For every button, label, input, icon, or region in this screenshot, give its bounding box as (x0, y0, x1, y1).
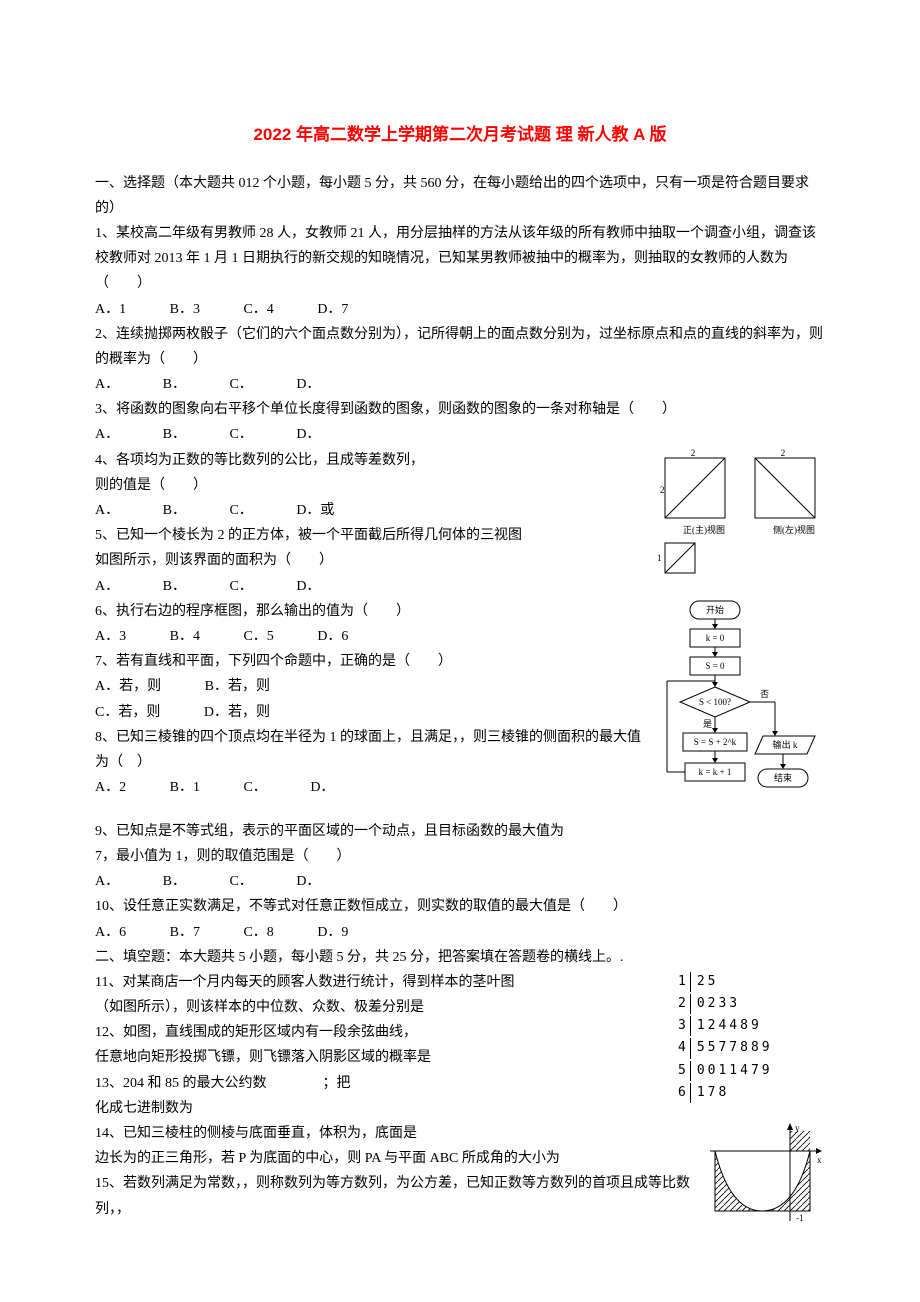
sl-leaf-6: 178 (693, 1083, 774, 1103)
q8-opt-b: B．1 (170, 775, 200, 800)
sl-stem-3: 3 (677, 1016, 691, 1036)
q6-opt-b: B．4 (170, 624, 200, 649)
q3-opt-b: B． (163, 422, 186, 447)
question-9: 9、已知点是不等式组，表示的平面区域的一个动点，且目标函数的最大值为 (95, 819, 825, 844)
q8-opt-c: C． (243, 775, 266, 800)
q2-opt-d: D． (296, 372, 320, 397)
cosine-region-figure: y x -1 (700, 1121, 825, 1231)
fc-out: 输出 k (773, 739, 798, 750)
q5-opt-a: A． (95, 574, 119, 599)
q1-opt-a: A．1 (95, 297, 126, 322)
fc-body: S = S + 2^k (694, 737, 737, 747)
sl-leaf-3: 124489 (693, 1016, 774, 1036)
q6-opt-d: D．6 (317, 624, 348, 649)
sl-stem-4: 4 (677, 1038, 691, 1058)
q9-opt-a: A． (95, 869, 119, 894)
fc-inc: k = k + 1 (699, 767, 732, 777)
q1-opt-c: C．4 (243, 297, 273, 322)
q2-opt-a: A． (95, 372, 119, 397)
q7-opt-d: D．若，则 (204, 700, 270, 725)
q9-opt-d: D． (296, 869, 320, 894)
question-9-cont: 7，最小值为 1，则的取值范围是（ ） (95, 844, 825, 869)
q9-options: A． B． C． D． (95, 869, 825, 894)
fc-s0: S = 0 (705, 661, 725, 671)
q7-opt-b: B．若，则 (205, 674, 270, 699)
q10-opt-c: C．8 (243, 920, 273, 945)
cos-xlabel: x (817, 1155, 822, 1165)
q1-options: A．1 B．3 C．4 D．7 (95, 297, 825, 322)
q3-options: A． B． C． D． (95, 422, 825, 447)
sl-leaf-4: 5577889 (693, 1038, 774, 1058)
sl-stem-6: 6 (677, 1083, 691, 1103)
page-title: 2022 年高二数学上学期第二次月考试题 理 新人教 A 版 (95, 120, 825, 151)
stem-leaf-plot: 125 20233 3124489 45577889 50011479 6178 (675, 970, 825, 1105)
question-2: 2、连续抛掷两枚骰子（它们的六个面点数分别为），记所得朝上的面点数分别为，过坐标… (95, 322, 825, 372)
q1-opt-b: B．3 (170, 297, 200, 322)
fc-cond: S < 100? (699, 697, 731, 707)
section-1-intro: 一、选择题（本大题共 012 个小题，每小题 5 分，共 560 分，在每小题给… (95, 171, 825, 221)
q2-opt-c: C． (229, 372, 252, 397)
tv-side-label: 侧(左)视图 (773, 524, 815, 535)
sl-stem-5: 5 (677, 1061, 691, 1081)
q5-opt-c: C． (229, 574, 252, 599)
section-2-intro: 二、填空题：本大题共 5 小题，每小题 5 分，共 25 分，把答案填在答题卷的… (95, 945, 825, 970)
q6-opt-a: A．3 (95, 624, 126, 649)
sl-leaf-2: 0233 (693, 994, 774, 1014)
content-body: 一、选择题（本大题共 012 个小题，每小题 5 分，共 560 分，在每小题给… (95, 171, 825, 1231)
question-10: 10、设任意正实数满足，不等式对任意正数恒成立，则实数的取值的最大值是（ ） (95, 894, 825, 919)
q9-opt-b: B． (163, 869, 186, 894)
q2-options: A． B． C． D． (95, 372, 825, 397)
three-views-figure: 2 2 正(主)视图 2 侧(左)视图 1 (655, 448, 825, 578)
q10-opt-d: D．9 (317, 920, 348, 945)
tv-front-label: 正(主)视图 (683, 524, 725, 535)
q3-opt-a: A． (95, 422, 119, 447)
fc-end: 结束 (774, 772, 792, 783)
sl-leaf-1: 25 (693, 972, 774, 992)
q2-opt-b: B． (163, 372, 186, 397)
sl-stem-1: 1 (677, 972, 691, 992)
q7-opt-c: C．若，则 (95, 700, 160, 725)
q4-opt-b: B． (163, 498, 186, 523)
question-3: 3、将函数的图象向右平移个单位长度得到函数的图象，则函数的图象的一条对称轴是（ … (95, 397, 825, 422)
cos-neg1: -1 (796, 1213, 804, 1223)
q4-opt-c: C． (229, 498, 252, 523)
flowchart-figure: 开始 k = 0 S = 0 S < 100? 否 (655, 599, 825, 819)
tv-label-2: 2 (691, 448, 696, 458)
exam-page: 2022 年高二数学上学期第二次月考试题 理 新人教 A 版 一、选择题（本大题… (0, 0, 920, 1302)
fc-k0: k = 0 (706, 633, 725, 643)
q10-options: A．6 B．7 C．8 D．9 (95, 920, 825, 945)
question-1: 1、某校高二年级有男教师 28 人，女教师 21 人，用分层抽样的方法从该年级的… (95, 221, 825, 297)
q3-opt-c: C． (229, 422, 252, 447)
fc-no: 否 (760, 689, 769, 699)
q6-opt-c: C．5 (243, 624, 273, 649)
q8-opt-d: D． (310, 775, 334, 800)
q4-opt-a: A． (95, 498, 119, 523)
q1-opt-d: D．7 (317, 297, 348, 322)
q3-opt-d: D． (296, 422, 320, 447)
q9-opt-c: C． (229, 869, 252, 894)
q7-opt-a: A．若，则 (95, 674, 161, 699)
q10-opt-b: B．7 (170, 920, 200, 945)
tv-label-2: 2 (660, 485, 665, 495)
q8-opt-a: A．2 (95, 775, 126, 800)
sl-leaf-5: 0011479 (693, 1061, 774, 1081)
q5-opt-d: D． (296, 574, 320, 599)
tv-label-1: 1 (657, 553, 662, 563)
q5-opt-b: B． (163, 574, 186, 599)
fc-yes: 是 (703, 719, 712, 729)
q10-opt-a: A．6 (95, 920, 126, 945)
tv-label-2: 2 (781, 448, 786, 458)
fc-start: 开始 (706, 604, 724, 615)
sl-stem-2: 2 (677, 994, 691, 1014)
q4-opt-d: D．或 (296, 498, 334, 523)
